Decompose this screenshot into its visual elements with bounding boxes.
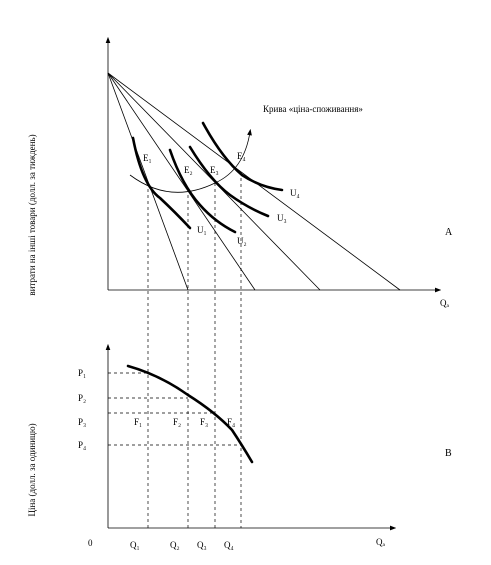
y-label: Ціна (долл. за одиницю): [27, 423, 37, 516]
q-label: Q₄: [224, 540, 234, 550]
q-label: Q₁: [130, 540, 140, 550]
demand-curve: [126, 364, 254, 464]
q-label: Q₃: [197, 540, 207, 550]
p-label: P₃: [78, 417, 86, 427]
u-label: U₄: [290, 188, 300, 198]
u-label: U₂: [237, 236, 247, 246]
p-label: P₄: [78, 440, 86, 450]
curve-label: Крива «ціна-споживання»: [263, 104, 363, 114]
panel-label: B: [445, 448, 452, 459]
e-label: E₁: [143, 153, 152, 163]
panel-label: A: [445, 227, 453, 238]
u-label: U₃: [277, 213, 287, 223]
f-label: F₄: [227, 417, 235, 427]
indifference-curves: [131, 121, 284, 234]
e-label: E₃: [210, 165, 219, 175]
p-label: P₂: [78, 393, 86, 403]
f-label: F₂: [173, 417, 181, 427]
e-label: E₂: [184, 165, 193, 175]
f-label: F₃: [200, 417, 208, 427]
y-label: витрати на інші товари (долл. за тиждень…: [27, 134, 37, 295]
f-label: F₁: [134, 417, 142, 427]
origin-label: 0: [88, 538, 93, 548]
q-label: Q₂: [170, 540, 180, 550]
guide-lines: [108, 172, 242, 528]
x-label: Qₐ: [376, 537, 385, 547]
p-label: P₁: [78, 368, 86, 378]
u-label: U₁: [197, 225, 207, 235]
e-label: E₄: [237, 151, 246, 161]
x-label: Qₐ: [440, 298, 449, 308]
